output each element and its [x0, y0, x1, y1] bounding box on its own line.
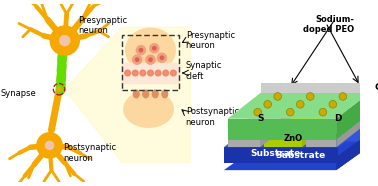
Text: G: G [374, 83, 378, 92]
Text: Sodium-
doped PEO: Sodium- doped PEO [303, 15, 354, 34]
Text: Synaptic
cleft: Synaptic cleft [186, 61, 222, 81]
Text: Presynaptic
neuron: Presynaptic neuron [186, 31, 235, 50]
Circle shape [254, 108, 262, 116]
Text: Synapse: Synapse [1, 89, 37, 98]
Circle shape [50, 25, 80, 56]
Polygon shape [336, 128, 376, 170]
Polygon shape [228, 119, 336, 140]
Polygon shape [336, 108, 370, 147]
Circle shape [132, 54, 143, 65]
Text: D: D [334, 114, 341, 124]
Circle shape [139, 48, 143, 52]
Polygon shape [65, 27, 191, 163]
Polygon shape [302, 113, 335, 147]
Circle shape [264, 100, 271, 108]
Polygon shape [264, 128, 376, 142]
Polygon shape [228, 92, 370, 119]
Circle shape [148, 57, 153, 62]
Circle shape [163, 70, 169, 76]
Ellipse shape [152, 90, 158, 98]
Polygon shape [306, 108, 370, 134]
Bar [122, 63, 179, 83]
Circle shape [125, 70, 130, 76]
Circle shape [59, 35, 70, 46]
Circle shape [160, 55, 164, 60]
Circle shape [170, 70, 176, 76]
Polygon shape [261, 83, 370, 92]
Ellipse shape [126, 28, 175, 72]
Polygon shape [224, 142, 376, 170]
Circle shape [319, 108, 327, 116]
Circle shape [329, 100, 337, 108]
Circle shape [145, 54, 156, 65]
Circle shape [339, 93, 347, 100]
Ellipse shape [143, 90, 149, 98]
Text: ZnO: ZnO [283, 134, 302, 143]
Circle shape [156, 52, 167, 63]
Text: Presynaptic
neuron: Presynaptic neuron [78, 16, 127, 35]
Circle shape [296, 100, 304, 108]
Polygon shape [260, 108, 293, 147]
Ellipse shape [133, 90, 139, 98]
Polygon shape [336, 92, 370, 140]
Circle shape [132, 70, 138, 76]
Polygon shape [306, 134, 336, 147]
Circle shape [135, 57, 139, 62]
Circle shape [152, 46, 156, 51]
Ellipse shape [162, 90, 167, 98]
Polygon shape [224, 121, 372, 147]
Circle shape [148, 70, 153, 76]
Polygon shape [264, 113, 335, 140]
Circle shape [45, 141, 54, 150]
Ellipse shape [124, 91, 174, 127]
Circle shape [140, 70, 146, 76]
Circle shape [57, 87, 61, 91]
Polygon shape [261, 83, 370, 92]
Circle shape [307, 93, 314, 100]
Circle shape [149, 43, 160, 53]
Polygon shape [228, 108, 293, 134]
Polygon shape [264, 140, 302, 147]
Circle shape [136, 45, 146, 55]
Text: Substrate: Substrate [250, 148, 301, 158]
Text: Postsynaptic
neuron: Postsynaptic neuron [186, 107, 239, 126]
Text: Postsynaptic
neuron: Postsynaptic neuron [63, 143, 116, 163]
Polygon shape [224, 147, 338, 163]
Circle shape [274, 93, 282, 100]
Circle shape [36, 132, 63, 159]
Circle shape [287, 108, 294, 116]
Circle shape [155, 70, 161, 76]
Text: S: S [257, 114, 264, 124]
Polygon shape [228, 134, 260, 147]
Text: Substrate: Substrate [275, 151, 325, 160]
